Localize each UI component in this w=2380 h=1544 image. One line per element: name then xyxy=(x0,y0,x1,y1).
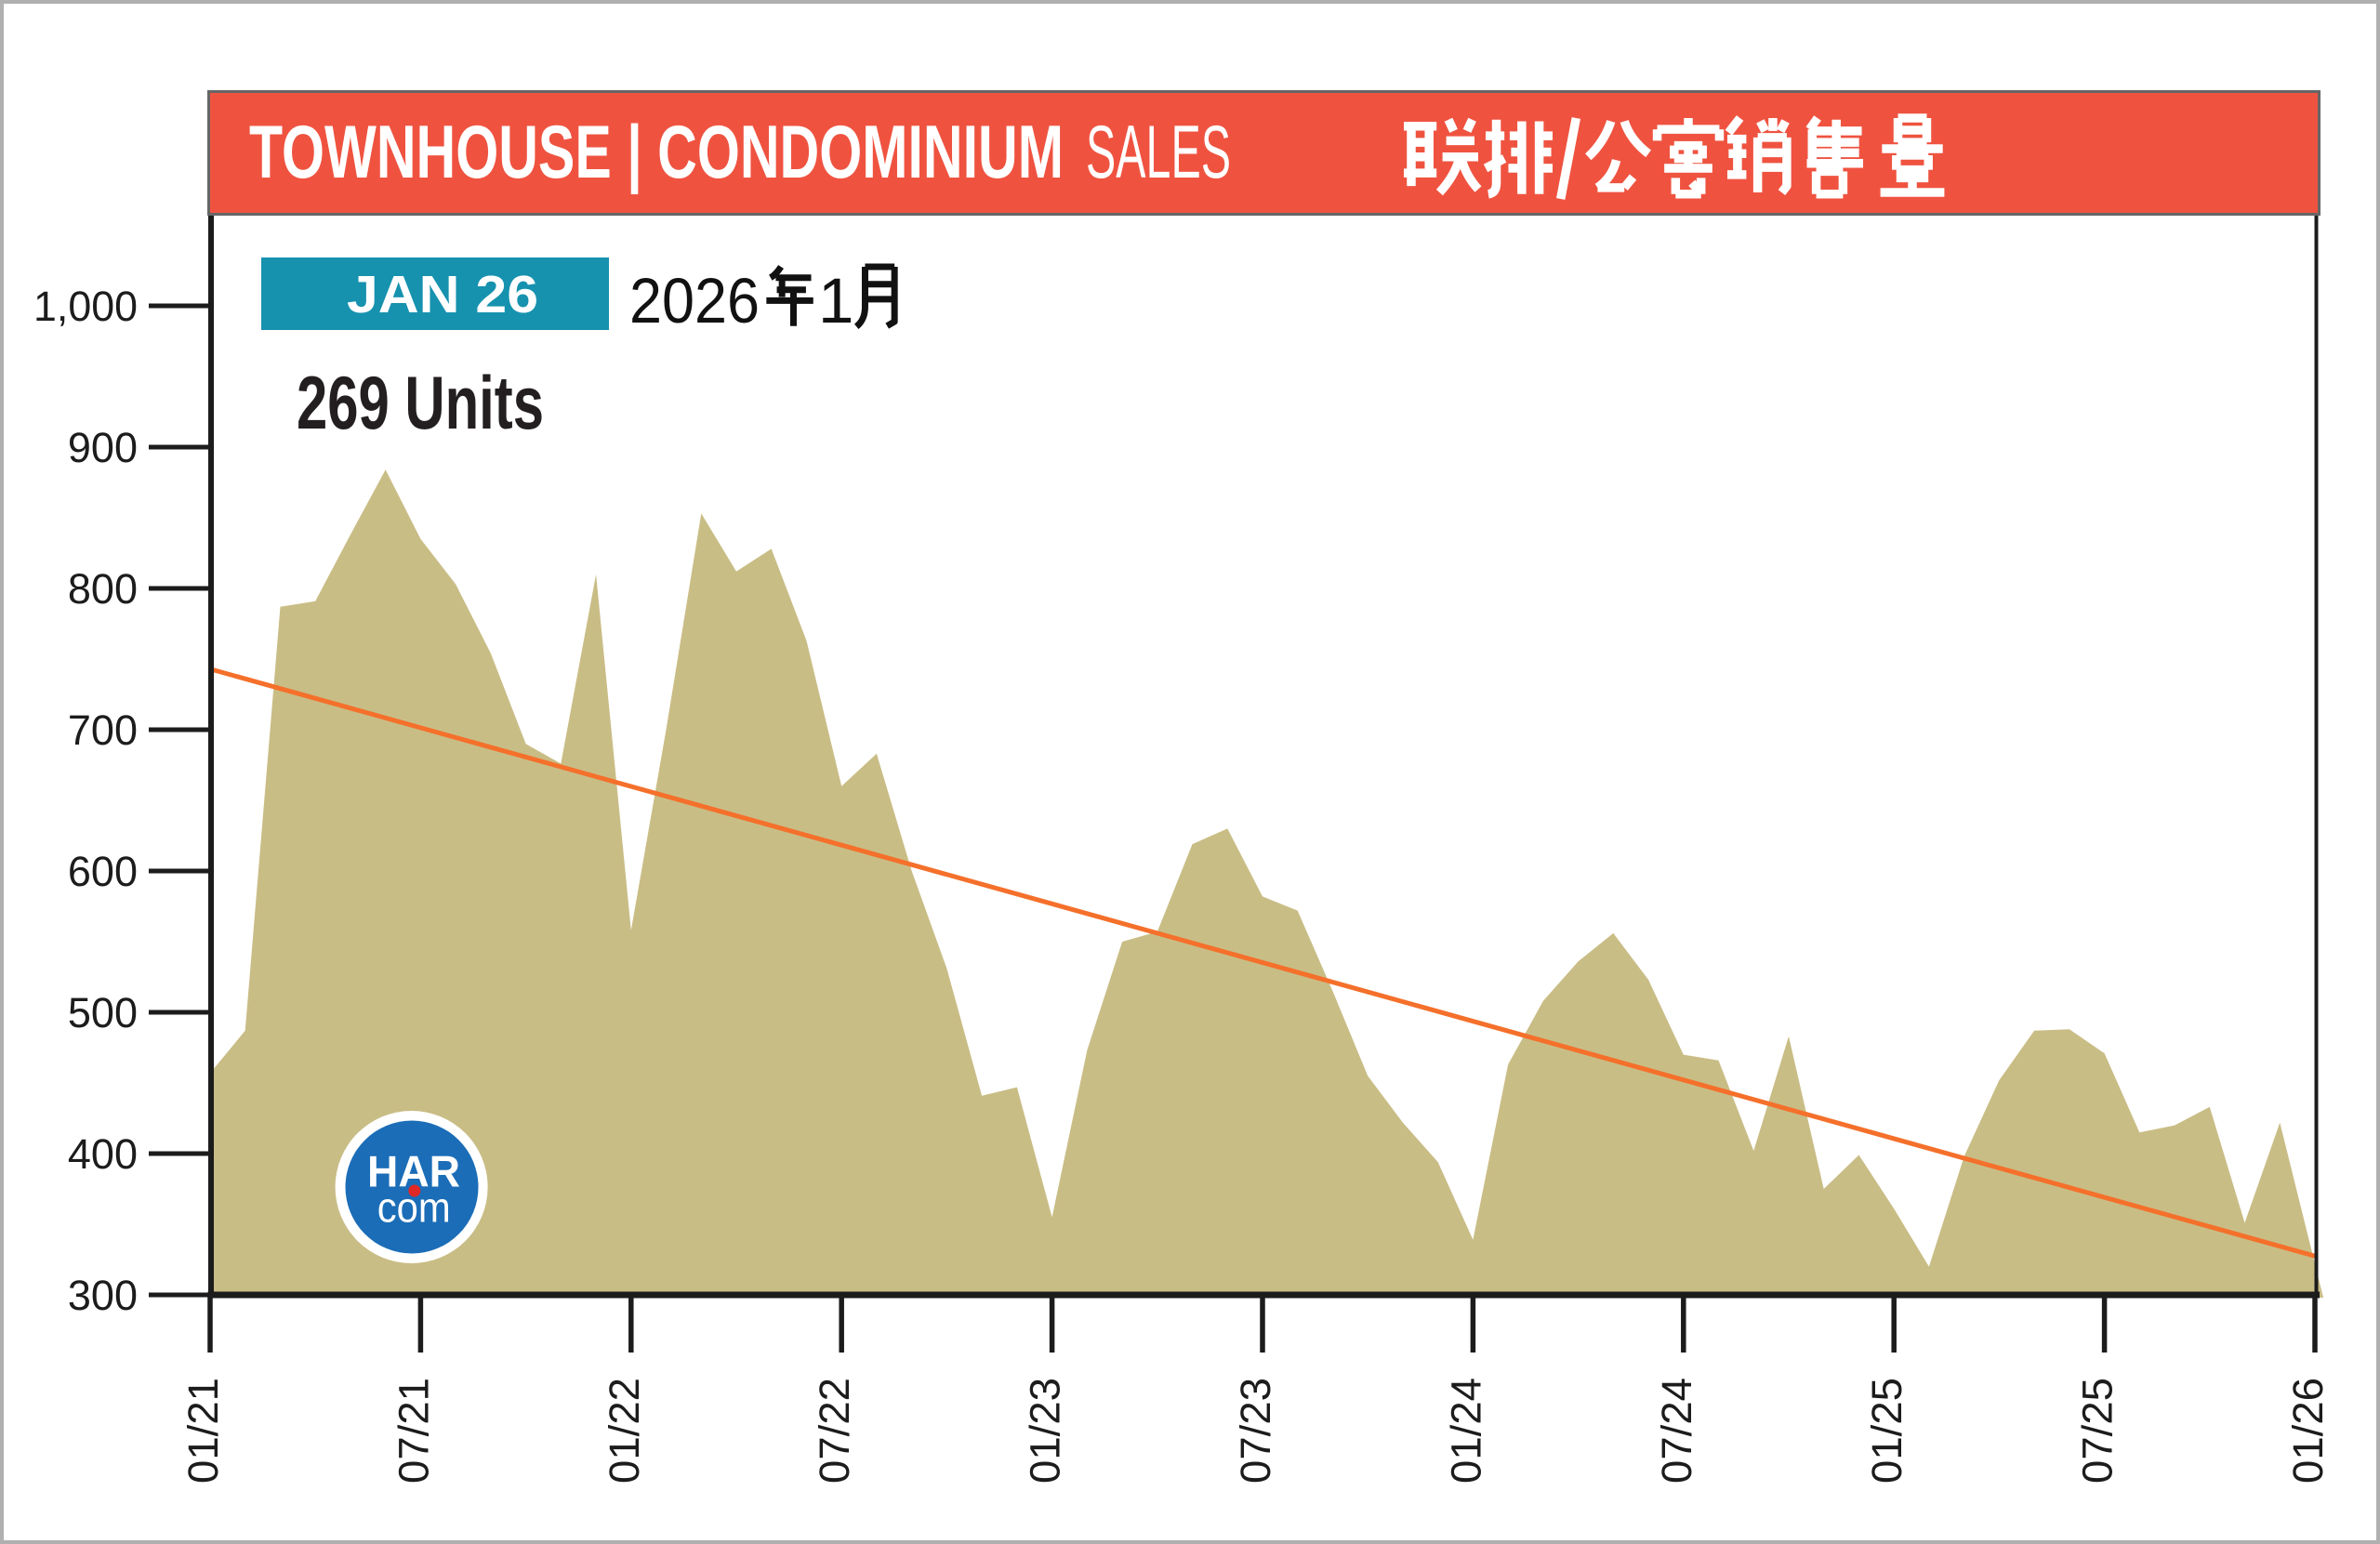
svg-text:800: 800 xyxy=(68,565,138,613)
svg-text:1: 1 xyxy=(818,265,853,337)
svg-text:01/23: 01/23 xyxy=(1022,1378,1069,1484)
svg-text:900: 900 xyxy=(68,424,138,471)
svg-text:300: 300 xyxy=(68,1272,138,1319)
svg-text:01/24: 01/24 xyxy=(1442,1378,1489,1484)
svg-text:269 Units: 269 Units xyxy=(297,362,544,445)
svg-text:1,000: 1,000 xyxy=(33,283,138,330)
svg-text:07/21: 07/21 xyxy=(390,1378,437,1484)
svg-text:JAN 26: JAN 26 xyxy=(347,265,538,324)
svg-text:2026: 2026 xyxy=(629,265,760,337)
svg-text:700: 700 xyxy=(68,706,138,754)
svg-text:600: 600 xyxy=(68,848,138,895)
svg-text:01/22: 01/22 xyxy=(601,1378,648,1484)
svg-text:SALES: SALES xyxy=(1086,111,1231,194)
svg-text:07/23: 07/23 xyxy=(1232,1378,1279,1484)
svg-text:400: 400 xyxy=(68,1130,138,1178)
svg-text:500: 500 xyxy=(68,989,138,1036)
svg-text:01/21: 01/21 xyxy=(179,1378,227,1484)
svg-text:01/25: 01/25 xyxy=(1863,1378,1911,1484)
svg-text:07/22: 07/22 xyxy=(811,1378,858,1484)
svg-text:01/26: 01/26 xyxy=(2284,1378,2332,1484)
svg-text:07/25: 07/25 xyxy=(2074,1378,2122,1484)
svg-text:TOWNHOUSE | CONDOMINIUM: TOWNHOUSE | CONDOMINIUM xyxy=(249,111,1064,195)
svg-text:com: com xyxy=(377,1184,451,1232)
svg-text:07/24: 07/24 xyxy=(1653,1378,1700,1484)
